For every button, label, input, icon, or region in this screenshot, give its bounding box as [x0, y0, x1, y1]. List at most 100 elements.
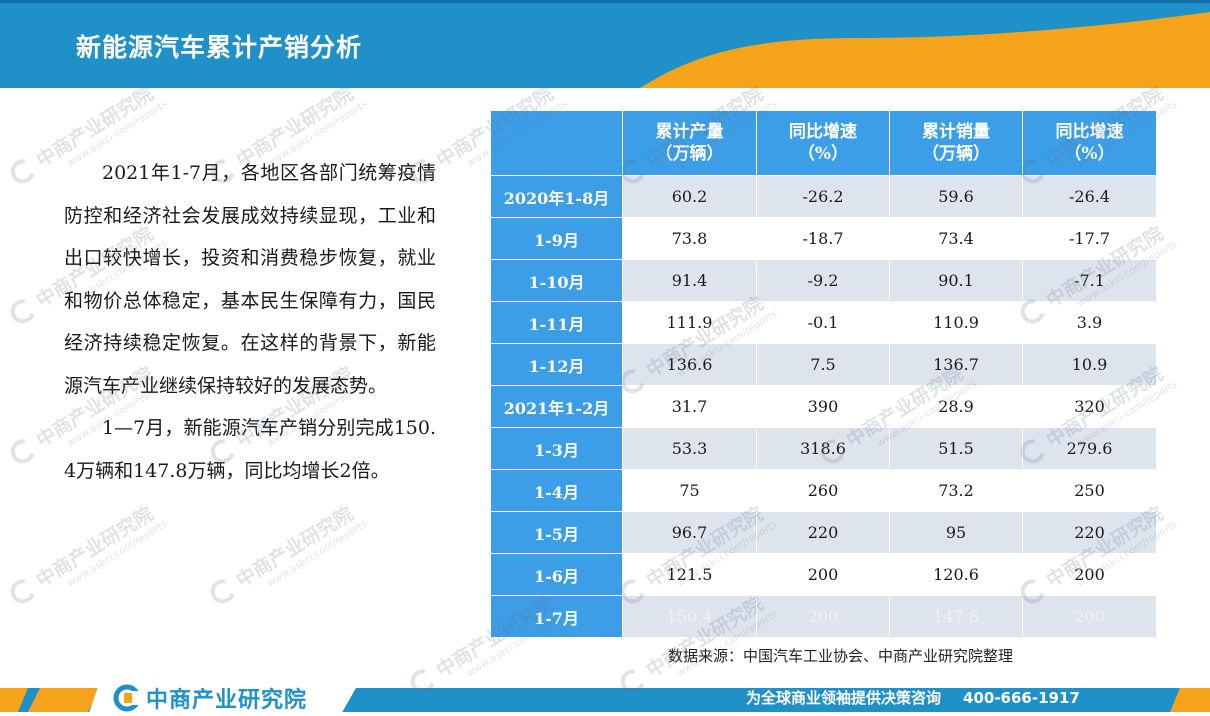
cell-production-growth: 7.5 — [756, 343, 890, 386]
table-row: 1-10月 91.4 -9.2 90.1 -7.1 — [490, 259, 1157, 302]
cell-production: 60.2 — [622, 175, 757, 218]
cell-production-growth: 390 — [756, 385, 890, 428]
watermark-url: www.askci.com/reports — [265, 518, 370, 590]
phone-number: 400-666-1917 — [963, 689, 1080, 707]
cell-sales: 28.9 — [889, 385, 1023, 428]
col-header-unit: （%） — [1064, 144, 1115, 164]
intro-paragraph-2: 1—7月，新能源汽车产销分别完成150.4万辆和147.8万辆，同比均增长2倍。 — [64, 417, 436, 482]
cell-production-growth: -0.1 — [756, 301, 890, 344]
col-header-unit: （%） — [797, 144, 849, 164]
watermark-logo-icon — [6, 574, 40, 608]
cell-sales: 147.8 — [889, 595, 1023, 638]
logo-icon — [113, 684, 142, 712]
col-header-line: 同比增速 — [789, 122, 857, 142]
cell-sales: 73.4 — [889, 217, 1023, 260]
col-header-line: 累计产量 — [655, 122, 724, 142]
row-label: 1-5月 — [490, 511, 623, 554]
table-row: 1-7月 150.4 200 147.8 200 — [490, 595, 1157, 638]
row-label: 1-9月 — [490, 217, 623, 260]
table-row: 1-6月 121.5 200 120.6 200 — [490, 553, 1157, 596]
cell-production-growth: 318.6 — [756, 427, 890, 470]
cell-sales: 136.7 — [889, 343, 1023, 386]
watermark-logo-icon — [206, 574, 240, 608]
cell-sales-growth: -7.1 — [1022, 259, 1157, 302]
cell-production: 96.7 — [622, 511, 757, 554]
cell-sales: 73.2 — [889, 469, 1023, 512]
cell-production: 73.8 — [622, 217, 757, 260]
intro-text: 2021年1-7月，各地区各部门统筹疫情防控和经济社会发展成效持续显现，工业和出… — [64, 152, 436, 492]
col-header-line: 累计销量 — [922, 122, 990, 142]
cell-production-growth: 200 — [756, 595, 890, 638]
col-header-unit: （万辆） — [655, 144, 724, 164]
col-header-sales: 累计销量 （万辆） — [889, 110, 1023, 176]
cell-production: 136.6 — [622, 343, 757, 386]
cell-sales-growth: -17.7 — [1022, 217, 1157, 260]
footer-slogan: 为全球商业领袖提供决策咨询 400-666-1917 — [746, 687, 1080, 708]
watermark-url: www.askci.com/reports — [65, 518, 170, 590]
watermark-name: 中商产业研究院 — [232, 502, 358, 592]
watermark-logo-icon — [6, 294, 40, 328]
cell-sales-growth: 200 — [1022, 595, 1157, 638]
table-row: 1-4月 75 260 73.2 250 — [490, 469, 1157, 512]
slogan-text: 为全球商业领袖提供决策咨询 — [746, 689, 942, 707]
cell-sales-growth: 279.6 — [1022, 427, 1157, 470]
cell-sales: 59.6 — [889, 175, 1023, 218]
table-corner-cell — [490, 110, 623, 176]
header-top-line — [0, 0, 1210, 3]
watermark-logo-icon — [6, 154, 40, 188]
cell-production: 53.3 — [622, 427, 757, 470]
cell-production: 31.7 — [622, 385, 757, 428]
cell-sales-growth: 320 — [1022, 385, 1157, 428]
cell-sales-growth: 250 — [1022, 469, 1157, 512]
page-title: 新能源汽车累计产销分析 — [76, 33, 363, 62]
cell-production-growth: 260 — [756, 469, 890, 512]
cell-production-growth: 200 — [756, 553, 890, 596]
cell-sales: 51.5 — [889, 427, 1023, 470]
table-row: 1-12月 136.6 7.5 136.7 10.9 — [490, 343, 1157, 386]
watermark-name: 中商产业研究院 — [32, 502, 158, 592]
row-label: 1-7月 — [490, 595, 623, 638]
col-header-sales-growth: 同比增速 （%） — [1022, 110, 1157, 176]
col-header-production: 累计产量 （万辆） — [622, 110, 757, 176]
row-label: 1-4月 — [490, 469, 623, 512]
row-label: 2021年1-2月 — [490, 385, 623, 428]
cell-production: 91.4 — [622, 259, 757, 302]
cell-sales: 120.6 — [889, 553, 1023, 596]
cell-production: 150.4 — [622, 595, 757, 638]
table-row: 2021年1-2月 31.7 390 28.9 320 — [490, 385, 1157, 428]
cell-production: 121.5 — [622, 553, 757, 596]
cell-sales-growth: 3.9 — [1022, 301, 1157, 344]
row-label: 1-10月 — [490, 259, 623, 302]
table-header-row: 累计产量 （万辆） 同比增速 （%） 累计销量 （万辆） 同比增速 （%） — [490, 110, 1157, 176]
row-label: 1-11月 — [490, 301, 623, 344]
table-row: 1-5月 96.7 220 95 220 — [490, 511, 1157, 554]
header-band: 新能源汽车累计产销分析 — [0, 0, 1210, 88]
cell-production-growth: 220 — [756, 511, 890, 554]
table-row: 2020年1-8月 60.2 -26.2 59.6 -26.4 — [490, 175, 1157, 218]
cell-production: 75 — [622, 469, 757, 512]
watermark-logo-icon — [6, 434, 40, 468]
cell-sales: 90.1 — [889, 259, 1023, 302]
table-row: 1-9月 73.8 -18.7 73.4 -17.7 — [490, 217, 1157, 260]
footer-logo: 中商产业研究院 — [112, 683, 307, 713]
table-row: 1-11月 111.9 -0.1 110.9 3.9 — [490, 301, 1157, 344]
intro-paragraph-1: 2021年1-7月，各地区各部门统筹疫情防控和经济社会发展成效持续显现，工业和出… — [64, 162, 436, 397]
cell-production-growth: -18.7 — [756, 217, 890, 260]
cell-sales-growth: 220 — [1022, 511, 1157, 554]
cell-production-growth: -26.2 — [756, 175, 890, 218]
col-header-unit: （万辆） — [922, 144, 990, 164]
row-label: 1-3月 — [490, 427, 623, 470]
table-row: 1-3月 53.3 318.6 51.5 279.6 — [490, 427, 1157, 470]
cell-sales: 110.9 — [889, 301, 1023, 344]
cell-production: 111.9 — [622, 301, 757, 344]
logo-name: 中商产业研究院 — [146, 688, 308, 713]
row-label: 1-12月 — [490, 343, 623, 386]
data-source-note: 数据来源：中国汽车工业协会、中商产业研究院整理 — [668, 647, 1014, 665]
col-header-line: 同比增速 — [1055, 122, 1124, 142]
cell-sales-growth: 10.9 — [1022, 343, 1157, 386]
cell-sales-growth: -26.4 — [1022, 175, 1157, 218]
footer: 中商产业研究院 为全球商业领袖提供决策咨询 400-666-1917 — [0, 681, 1210, 716]
cell-sales: 95 — [889, 511, 1023, 554]
